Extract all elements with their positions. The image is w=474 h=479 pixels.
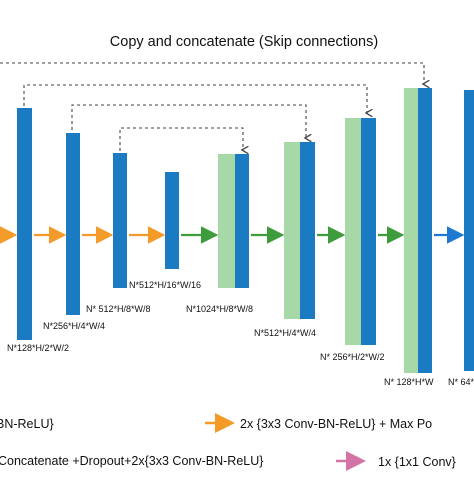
skip-connection-level3	[119, 127, 243, 151]
legend-label-2: 2x {3x3 Conv-BN-ReLU} + Max Po	[240, 417, 432, 431]
dim-label-dec1: N*1024*H/8*W/8	[186, 304, 253, 314]
legend-label-3: Concatenate +Dropout+2x{3x3 Conv-BN-ReLU…	[0, 454, 263, 468]
legend-label-4: 1x {1x1 Conv}	[378, 455, 456, 469]
dim-label-out: N* 64*	[448, 377, 474, 387]
decoder-block-2	[300, 142, 315, 319]
skip-connection-level1	[23, 84, 367, 113]
skip-connections	[0, 62, 424, 151]
bottleneck-block	[165, 172, 179, 269]
output-block	[464, 90, 474, 371]
skip-connection-level2	[71, 104, 306, 138]
skip-connection-outer	[0, 62, 424, 84]
dim-label-dec4: N* 128*H*W	[384, 377, 434, 387]
legend: BN-ReLU} 2x {3x3 Conv-BN-ReLU} + Max Po …	[0, 413, 456, 471]
legend-label-1: BN-ReLU}	[0, 417, 54, 431]
encoder-block-2	[66, 133, 80, 315]
dim-label-bottleneck: N*512*H/16*W/16	[129, 280, 201, 290]
skip-connection-title: Copy and concatenate (Skip connections)	[110, 34, 378, 50]
decoder-concat-4	[404, 88, 418, 373]
dim-label-dec2: N*512*H/4*W/4	[254, 328, 316, 338]
dim-label-enc3: N* 512*H/8*W/8	[86, 304, 151, 314]
encoder-block-3	[113, 153, 127, 288]
dim-label-dec3: N* 256*H/2*W/2	[320, 352, 385, 362]
dim-label-enc1: N*128*H/2*W/2	[7, 343, 69, 353]
decoder-concat-1	[218, 154, 235, 288]
decoder-concat-3	[345, 118, 361, 345]
decoder-concat-2	[284, 142, 300, 319]
encoder-block-1	[17, 108, 32, 340]
decoder-block-3	[361, 118, 376, 345]
decoder-block-1	[235, 154, 249, 288]
dim-label-enc2: N*256*H/4*W/4	[43, 321, 105, 331]
decoder-block-4	[418, 88, 432, 373]
